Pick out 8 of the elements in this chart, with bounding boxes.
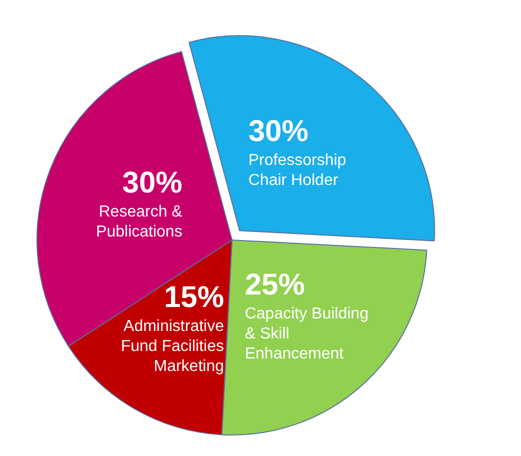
- slice-label: Research & Publications: [96, 204, 183, 241]
- slice-label: Capacity Building & Skill Enhancement: [244, 305, 368, 362]
- slice-label: Administrative Fund Facilities Marketing: [120, 318, 224, 375]
- data-label: 30%: [122, 166, 182, 200]
- slice-label: Professorship Chair Holder: [248, 152, 346, 189]
- data-label: 30%: [248, 114, 308, 148]
- data-label: 25%: [244, 268, 305, 302]
- data-label: 15%: [164, 280, 224, 314]
